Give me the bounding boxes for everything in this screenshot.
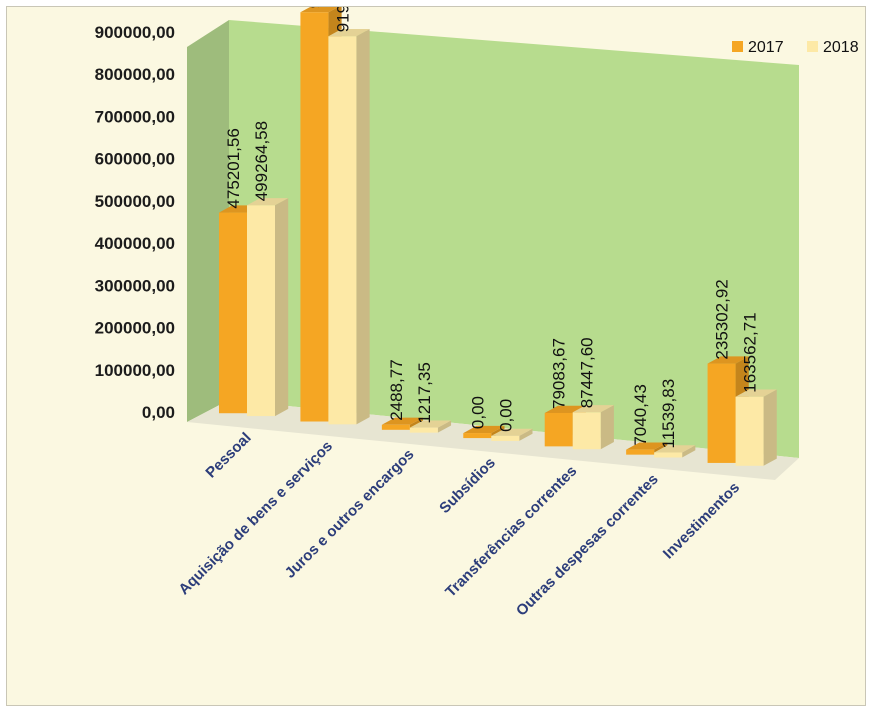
bar-2017	[707, 363, 736, 463]
bar-side-2018	[763, 389, 777, 466]
data-label: 919188,20	[333, 7, 352, 32]
y-tick-label: 300000,00	[95, 276, 175, 295]
data-label: 87447,60	[578, 337, 597, 408]
bar-chart: 0,00 100000,00 200000,00 300000,00 400000,00…	[95, 7, 859, 620]
data-label: 499264,58	[252, 121, 271, 201]
bar-side-2018	[519, 428, 533, 441]
bar-2017	[626, 449, 655, 455]
bar-2017	[381, 424, 410, 430]
y-tick-label: 0,00	[142, 403, 175, 422]
data-label: 1217,35	[415, 362, 434, 423]
data-label: 163562,71	[741, 312, 760, 392]
bar-2018	[654, 452, 683, 458]
bar-2018	[491, 435, 520, 441]
bar-2018	[735, 396, 764, 466]
bar-top-2017	[707, 356, 749, 364]
x-tick-label: Outras despesas correntes	[513, 471, 662, 620]
data-label: 7040,43	[631, 384, 650, 445]
data-label: 11539,83	[659, 379, 678, 449]
bar-top-2018	[328, 29, 370, 37]
data-label: 235302,92	[713, 279, 732, 359]
y-tick-label: 500000,00	[95, 192, 175, 211]
y-tick-label: 800000,00	[95, 65, 175, 84]
x-tick-label: Pessoal	[202, 429, 254, 481]
bar-side-2018	[275, 198, 289, 417]
bar-side-2018	[682, 445, 696, 458]
bar-top-2017	[300, 7, 339, 13]
bar-2017	[544, 412, 573, 447]
data-label: 2488,77	[387, 359, 406, 420]
chart-frame: 0,00 100000,00 200000,00 300000,00 400000,00…	[6, 6, 866, 706]
bar-top-2017	[381, 417, 424, 425]
bar-side-2018	[356, 29, 370, 425]
bar-side-2018	[600, 405, 614, 450]
x-tick-label: Investimentos	[660, 479, 743, 562]
y-tick-label: 700000,00	[95, 107, 175, 126]
bar-top-2018	[654, 445, 696, 453]
bar-top-2018	[491, 428, 533, 436]
y-tick-label: 600000,00	[95, 150, 175, 169]
bar-top-2018	[735, 389, 777, 397]
legend-label: 2018	[823, 39, 859, 56]
legend-swatch	[807, 41, 818, 52]
data-label: 475201,56	[224, 128, 243, 208]
data-label: 0,00	[468, 396, 487, 429]
bar-2017	[300, 12, 329, 422]
legend-label: 2017	[748, 39, 784, 56]
y-tick-label: 200000,00	[95, 319, 175, 338]
back-wall	[229, 20, 799, 458]
bar-top-2018	[247, 198, 289, 206]
bar-2018	[247, 205, 275, 417]
bar-2017	[219, 212, 247, 414]
y-tick-label: 900000,00	[95, 23, 175, 42]
bar-side-2018	[437, 420, 452, 433]
data-label: 969281,55	[305, 7, 324, 8]
bar-2018	[572, 412, 601, 450]
bar-top-2018	[572, 405, 614, 413]
data-label: 0,00	[496, 399, 515, 432]
y-tick-label: 400000,00	[95, 234, 175, 253]
side-wall	[187, 20, 229, 422]
bar-2018	[409, 427, 438, 433]
x-tick-label: Subsídios	[436, 454, 499, 517]
bar-top-2017	[626, 442, 668, 450]
bar-2017	[463, 433, 492, 439]
legend-swatch	[732, 41, 743, 52]
bar-top-2018	[409, 420, 452, 428]
bar-2018	[328, 36, 357, 425]
y-tick-label: 100000,00	[95, 361, 175, 380]
data-label: 79083,67	[550, 338, 569, 409]
x-tick-label: Aquisição de bens e serviços	[175, 438, 336, 599]
bar-top-2017	[463, 425, 505, 434]
